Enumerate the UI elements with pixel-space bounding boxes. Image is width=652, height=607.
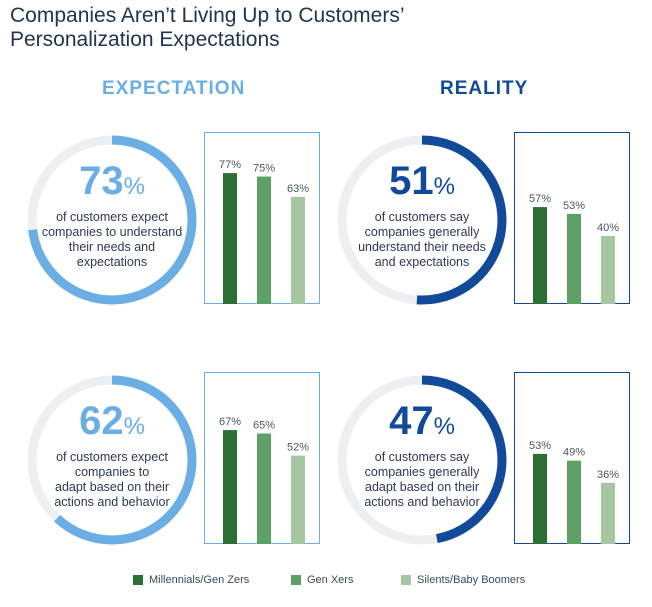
legend-item-genx: Gen Xers bbox=[291, 574, 353, 586]
legend-swatch-millennials bbox=[133, 575, 143, 585]
legend-swatch-genx bbox=[291, 575, 301, 585]
bar-label-millennials: 67% bbox=[219, 416, 241, 428]
description-line: their needs and bbox=[68, 240, 156, 254]
ring-caption: 47% of customers say companies generally ad… bbox=[332, 400, 512, 510]
bar-millennials bbox=[223, 173, 237, 304]
bar-label-genx: 75% bbox=[253, 163, 275, 175]
legend-label-silents: Silents/Baby Boomers bbox=[417, 574, 526, 586]
generation-bar-chart: 57% 53% 40% bbox=[514, 132, 630, 304]
panel-reality-adapt: 47% of customers say companies generally ad… bbox=[332, 372, 652, 552]
bar-label-silents: 52% bbox=[287, 442, 309, 454]
headline-percent: 51% bbox=[332, 160, 512, 208]
bar-millennials bbox=[533, 207, 547, 304]
legend-item-millennials: Millennials/Gen Zers bbox=[133, 574, 249, 586]
chart-title: Companies Aren’t Living Up to Customers’… bbox=[10, 4, 610, 52]
bar-label-genx: 53% bbox=[563, 200, 585, 212]
bar-millennials bbox=[223, 430, 237, 544]
headline-percent: 73% bbox=[22, 160, 202, 208]
headline-percent: 47% bbox=[332, 400, 512, 448]
headline-unit: % bbox=[123, 173, 145, 200]
reality-header: REALITY bbox=[440, 78, 529, 99]
legend: Millennials/Gen Zers Gen Xers Silents/Ba… bbox=[0, 574, 652, 590]
headline-value: 62 bbox=[79, 399, 124, 443]
headline-description: of customers say companies generally adapt… bbox=[332, 450, 512, 510]
ring-caption: 73% of customers expect companies to under… bbox=[22, 160, 202, 270]
headline-unit: % bbox=[123, 413, 145, 440]
description-line: of customers expect bbox=[56, 450, 168, 464]
description-line: adapt based on their bbox=[365, 480, 479, 494]
panel-reality-understand: 51% of customers say companies generally un… bbox=[332, 132, 652, 312]
progress-ring bbox=[27, 135, 197, 305]
legend-label-genx: Gen Xers bbox=[307, 574, 354, 586]
expectation-header: EXPECTATION bbox=[102, 78, 246, 99]
description-line: and expectations bbox=[374, 255, 470, 269]
description-line: adapt based on their bbox=[55, 480, 169, 494]
legend-item-silents: Silents/Baby Boomers bbox=[401, 574, 525, 586]
ring-progress-arc bbox=[27, 375, 197, 545]
bar-silents bbox=[601, 482, 615, 544]
bar-label-millennials: 57% bbox=[529, 193, 551, 205]
bar-label-silents: 40% bbox=[597, 222, 619, 234]
description-line: understand their needs bbox=[358, 240, 486, 254]
bar-genx bbox=[257, 176, 271, 304]
progress-ring bbox=[337, 135, 507, 305]
panel-expectation-adapt: 62% of customers expect companies to adapt … bbox=[22, 372, 342, 552]
headline-value: 73 bbox=[79, 159, 124, 203]
bar-chart-svg: 67% 65% 52% bbox=[219, 416, 309, 544]
bar-genx bbox=[567, 213, 581, 304]
headline-value: 51 bbox=[389, 159, 434, 203]
bar-label-genx: 65% bbox=[253, 420, 275, 432]
progress-ring bbox=[27, 375, 197, 545]
ring-caption: 51% of customers say companies generally un… bbox=[332, 160, 512, 270]
bar-millennials bbox=[533, 453, 547, 544]
headline-description: of customers expect companies to adapt bas… bbox=[22, 450, 202, 510]
bar-silents bbox=[601, 236, 615, 304]
bar-chart-svg: 57% 53% 40% bbox=[529, 193, 619, 304]
description-line: companies to bbox=[74, 465, 150, 479]
ring-progress-arc bbox=[337, 135, 507, 305]
panel-expectation-understand: 73% of customers expect companies to under… bbox=[22, 132, 342, 312]
bar-chart-svg: 77% 75% 63% bbox=[219, 159, 309, 304]
bar-label-millennials: 77% bbox=[219, 159, 241, 171]
bar-genx bbox=[567, 460, 581, 544]
title-line-1: Companies Aren’t Living Up to Customers’ bbox=[10, 4, 405, 27]
bar-silents bbox=[291, 196, 305, 304]
headline-unit: % bbox=[433, 173, 455, 200]
description-line: expectations bbox=[76, 255, 148, 269]
generation-bar-chart: 77% 75% 63% bbox=[204, 132, 320, 304]
description-line: of customers expect bbox=[56, 210, 168, 224]
ring-progress-arc bbox=[337, 375, 507, 545]
headline-value: 47 bbox=[389, 399, 434, 443]
bar-chart-svg: 53% 49% 36% bbox=[529, 440, 619, 544]
bar-label-silents: 36% bbox=[597, 469, 619, 481]
description-line: companies generally bbox=[364, 225, 480, 239]
description-line: of customers say bbox=[374, 210, 470, 224]
progress-ring bbox=[337, 375, 507, 545]
legend-swatch-silents bbox=[401, 575, 411, 585]
generation-bar-chart: 67% 65% 52% bbox=[204, 372, 320, 544]
headline-description: of customers expect companies to understa… bbox=[22, 210, 202, 270]
title-line-2: Personalization Expectations bbox=[10, 28, 280, 51]
legend-label-millennials: Millennials/Gen Zers bbox=[149, 574, 250, 586]
bar-genx bbox=[257, 433, 271, 544]
description-line: companies to understand bbox=[41, 225, 183, 239]
headline-description: of customers say companies generally under… bbox=[332, 210, 512, 270]
ring-progress-arc bbox=[27, 135, 197, 305]
description-line: actions and behavior bbox=[364, 495, 480, 509]
headline-unit: % bbox=[433, 413, 455, 440]
bar-silents bbox=[291, 455, 305, 544]
description-line: of customers say bbox=[374, 450, 470, 464]
ring-caption: 62% of customers expect companies to adapt … bbox=[22, 400, 202, 510]
generation-bar-chart: 53% 49% 36% bbox=[514, 372, 630, 544]
bar-label-millennials: 53% bbox=[529, 440, 551, 452]
bar-label-silents: 63% bbox=[287, 183, 309, 195]
bar-label-genx: 49% bbox=[563, 447, 585, 459]
description-line: companies generally bbox=[364, 465, 480, 479]
headline-percent: 62% bbox=[22, 400, 202, 448]
description-line: actions and behavior bbox=[54, 495, 170, 509]
